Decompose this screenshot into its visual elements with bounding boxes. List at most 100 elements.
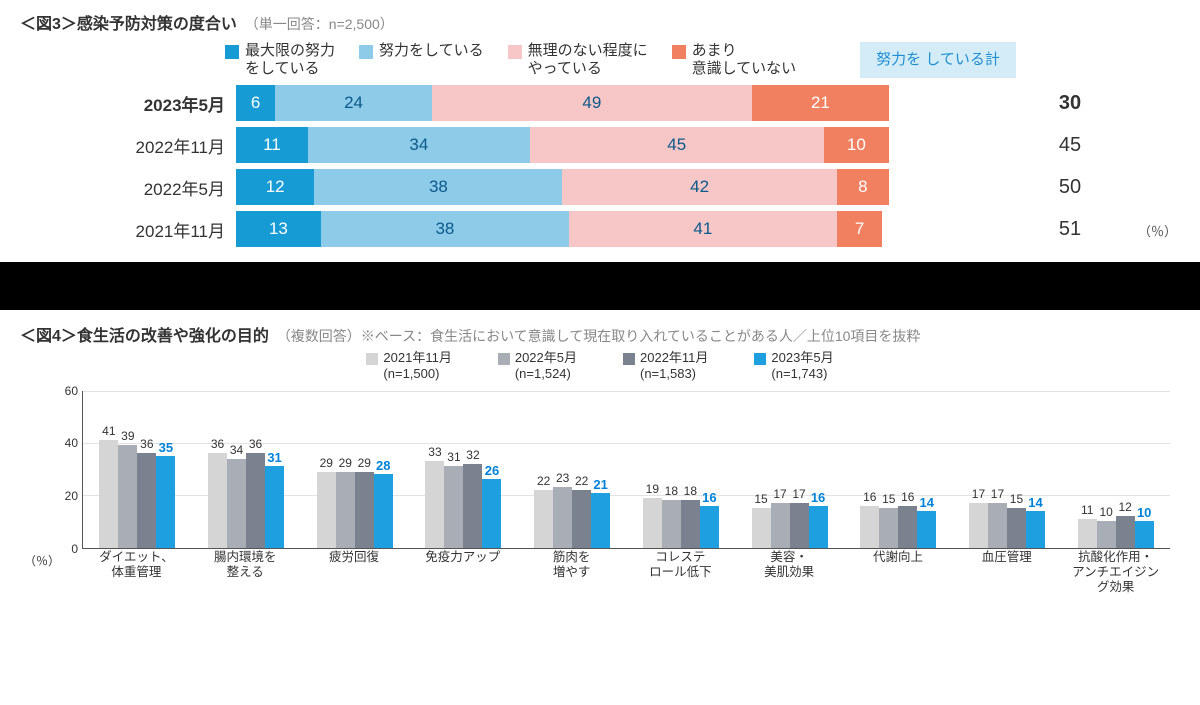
bar-segment: 11 xyxy=(236,127,308,163)
bar-value: 36 xyxy=(249,437,262,451)
fig3-legend: 最大限の努力 をしている 努力をしている 無理のない程度に やっている あまり 意識し… xyxy=(225,42,1180,78)
bar-segment: 6 xyxy=(236,85,275,121)
legend-label: 2022年11月 (n=1,583) xyxy=(640,350,708,383)
bar: 10 xyxy=(1135,521,1154,547)
bar-value: 35 xyxy=(159,440,173,455)
bar-value: 14 xyxy=(920,495,934,510)
bar-value: 21 xyxy=(593,477,607,492)
bar: 16 xyxy=(700,506,719,548)
fig4-plot: 4139363536343631292929283331322622232221… xyxy=(82,391,1170,549)
x-label: ダイエット、 体重管理 xyxy=(82,550,191,595)
bar-value: 29 xyxy=(339,456,352,470)
bar-segment: 49 xyxy=(432,85,752,121)
bar-group: 33 313226 xyxy=(409,391,518,548)
legend-item: 2022年5月 (n=1,524) xyxy=(498,350,577,383)
bar: 22 xyxy=(572,490,591,548)
bar-segment: 7 xyxy=(837,211,883,247)
bar: 26 xyxy=(482,479,501,547)
bar-segment: 8 xyxy=(837,169,889,205)
bar: 17 xyxy=(790,503,809,547)
legend-label: 最大限の努力 をしている xyxy=(245,42,335,78)
bar: 28 xyxy=(374,474,393,547)
legend-item: 2023年5月 (n=1,743) xyxy=(754,350,833,383)
fig4-chart: 0204060 41393635363436312929292833313226… xyxy=(54,385,1170,575)
fig4-yaxis: 0204060 xyxy=(54,385,82,549)
bar-value: 36 xyxy=(140,437,153,451)
section-divider xyxy=(0,262,1200,310)
stacked-bar-row: 2023年5月6244921 30 xyxy=(20,84,1180,122)
bar-segment: 12 xyxy=(236,169,314,205)
bar-value: 15 xyxy=(882,492,895,506)
bar-group: 17171514 xyxy=(953,391,1062,548)
bar-value: 39 xyxy=(121,429,134,443)
bar-value: 31 xyxy=(267,450,281,465)
row-label: 2021年11月 xyxy=(20,217,235,242)
bar-value: 14 xyxy=(1028,495,1042,510)
row-label: 2023年5月 xyxy=(20,91,235,116)
fig3-title: ＜図3＞感染予防対策の度合い xyxy=(20,16,237,33)
figure-3: ＜図3＞感染予防対策の度合い （単一回答：n=2,500） 最大限の努力 をして… xyxy=(0,0,1200,262)
x-label: 代謝向上 xyxy=(844,550,953,595)
bar: 36 xyxy=(246,453,265,547)
bar-value: 34 xyxy=(230,443,243,457)
bar-segment: 45 xyxy=(530,127,824,163)
bar-group: 29292928 xyxy=(300,391,409,548)
bar-value: 17 xyxy=(773,487,786,501)
bar: 41 xyxy=(99,440,118,547)
bar-segment: 13 xyxy=(236,211,321,247)
legend-item: 無理のない程度に やっている xyxy=(508,42,648,78)
legend-label: あまり 意識していない xyxy=(692,42,797,78)
x-label: コレステ ロール低下 xyxy=(626,550,735,595)
bar-value: 26 xyxy=(485,463,499,478)
bar-segment: 42 xyxy=(562,169,836,205)
legend-label: 努力をしている xyxy=(379,42,484,60)
x-label: 美容・ 美肌効果 xyxy=(735,550,844,595)
bar-value: 31 xyxy=(447,450,460,464)
bar-value: 16 xyxy=(863,490,876,504)
bar-segment: 24 xyxy=(275,85,432,121)
legend-swatch xyxy=(508,45,522,59)
fig3-subtitle: （単一回答：n=2,500） xyxy=(245,16,394,32)
bar-value: 17 xyxy=(972,487,985,501)
stacked-bar: 1238428 xyxy=(235,168,890,206)
bar: 35 xyxy=(156,456,175,548)
legend-item: 2021年11月 (n=1,500) xyxy=(366,350,451,383)
row-total: 30 xyxy=(1010,92,1130,115)
fig4-title: ＜図4＞食生活の改善や強化の目的 xyxy=(20,328,269,345)
bar-group: 15171716 xyxy=(735,391,844,548)
bar: 34 xyxy=(227,459,246,548)
bar-segment: 41 xyxy=(569,211,837,247)
bar-group: 11101210 xyxy=(1061,391,1170,548)
bar-value: 19 xyxy=(646,482,659,496)
bar: 14 xyxy=(1026,511,1045,548)
bar: 22 xyxy=(534,490,553,548)
bar: 29 xyxy=(336,472,355,548)
bar-value: 11 xyxy=(1081,503,1093,517)
bar-group: 22232221 xyxy=(518,391,627,548)
x-label: 腸内環境を 整える xyxy=(191,550,300,595)
stacked-bar-row: 2022年5月123842850 xyxy=(20,168,1180,206)
bar-value: 41 xyxy=(102,424,115,438)
x-label: 疲労回復 xyxy=(300,550,409,595)
bar-segment: 21 xyxy=(752,85,889,121)
bar: 12 xyxy=(1116,516,1135,547)
row-label: 2022年5月 xyxy=(20,175,235,200)
bar: 11 xyxy=(1078,519,1097,548)
legend-label: 2023年5月 (n=1,743) xyxy=(771,350,833,383)
bar-value: 33 xyxy=(428,445,441,459)
row-label: 2022年11月 xyxy=(20,133,235,158)
bar: 23 xyxy=(553,487,572,547)
stacked-bar: 6244921 xyxy=(235,84,890,122)
x-label: 筋肉を 増やす xyxy=(517,550,626,595)
bar: 15 xyxy=(1007,508,1026,547)
legend-label: 無理のない程度に やっている xyxy=(528,42,648,78)
stacked-bar-row: 2021年11月133841751（％） xyxy=(20,210,1180,248)
legend-item: 努力をしている xyxy=(359,42,484,60)
bar-value: 15 xyxy=(1010,492,1023,506)
bar: 32 xyxy=(463,464,482,548)
fig3-rows: 2023年5月6244921302022年11月11344510452022年5… xyxy=(20,84,1180,248)
effort-total-header: 努力を している計 xyxy=(860,42,1016,78)
bar: 14 xyxy=(917,511,936,548)
bar: 29 xyxy=(355,472,374,548)
fig4-xlabels: ダイエット、 体重管理腸内環境を 整える疲労回復免疫力アップ筋肉を 増やすコレス… xyxy=(82,550,1170,595)
